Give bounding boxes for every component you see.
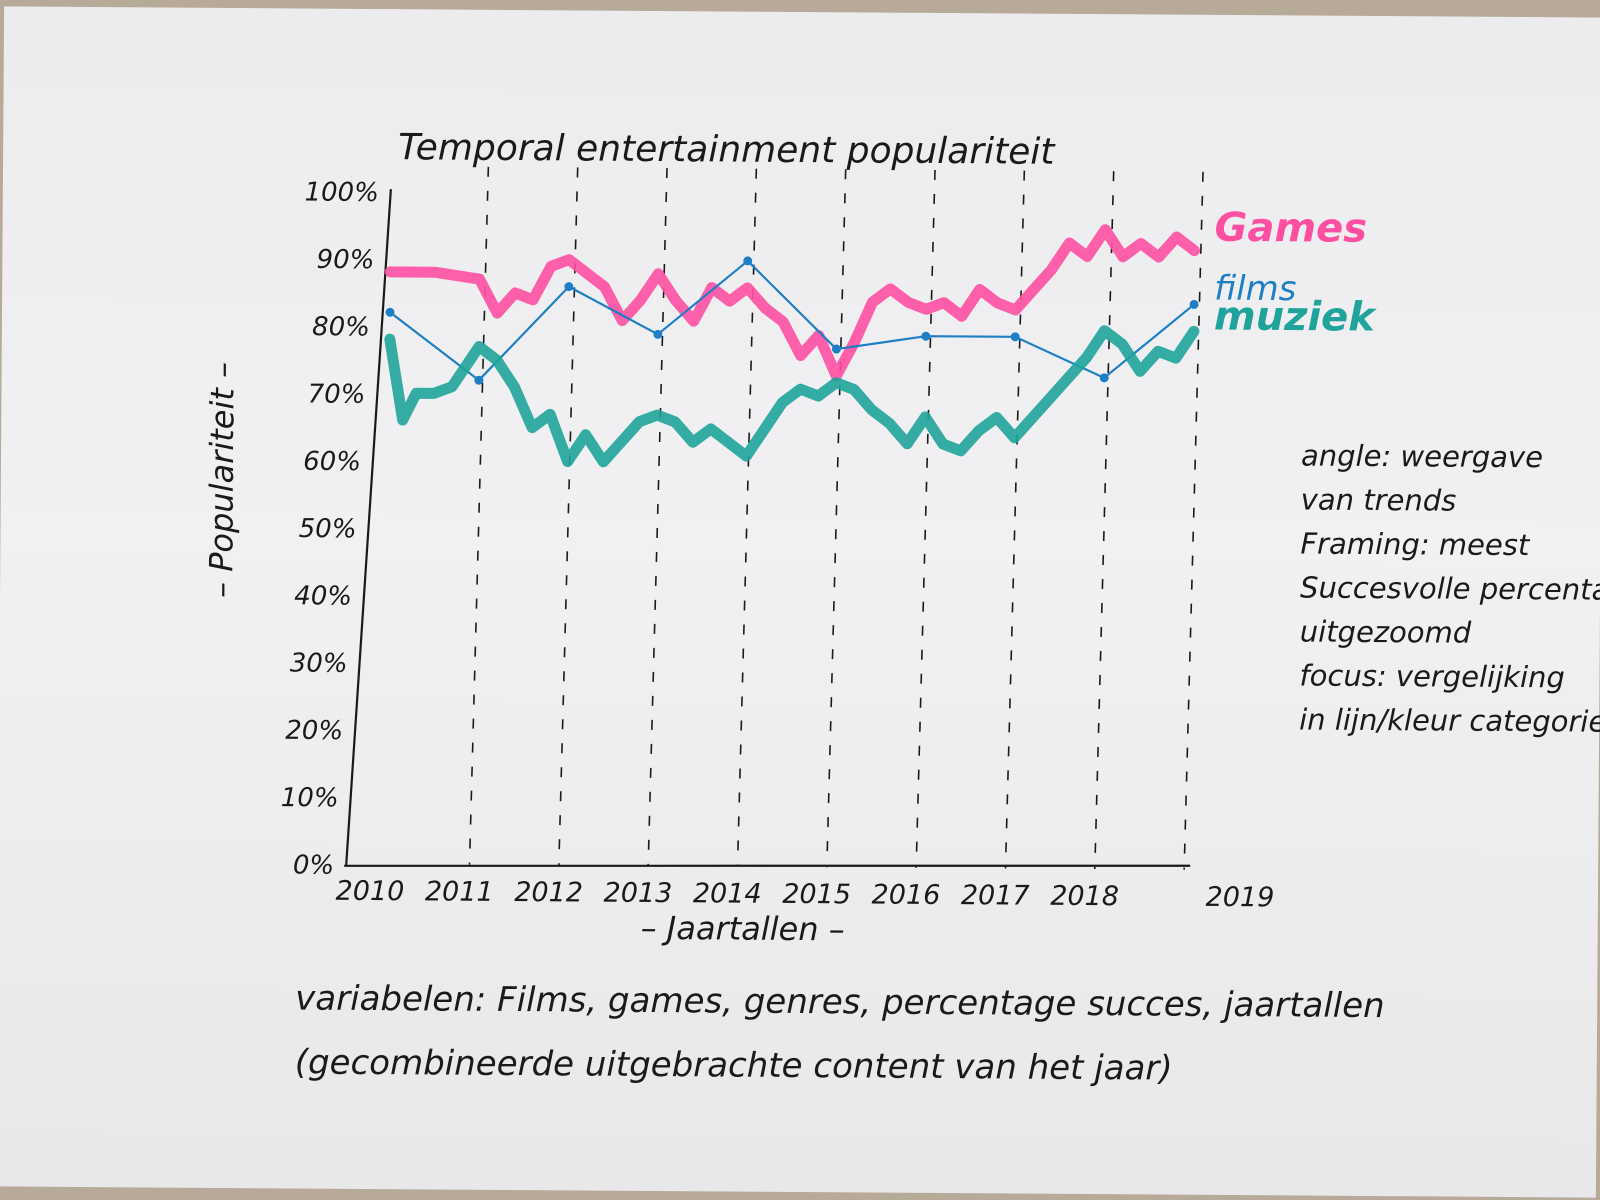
side-note-line: van trends xyxy=(1300,482,1457,518)
y-tick-label: 70% xyxy=(308,379,366,409)
gridline xyxy=(1004,170,1026,869)
x-tick-label: 2010 xyxy=(336,876,405,907)
x-tick-label: 2012 xyxy=(514,877,583,908)
y-tick-labels: 0% 10% 20% 30% 40% 50% 60% 70% 80% 90% 100% xyxy=(281,178,379,881)
gridline xyxy=(826,169,847,868)
x-tick-label: 2016 xyxy=(871,880,940,911)
gridline xyxy=(1183,171,1204,870)
variables-note: variabelen: Films, games, genres, percen… xyxy=(295,978,1385,1027)
series-line-games xyxy=(384,224,1200,382)
side-note-line: in lijn/kleur categorie xyxy=(1299,702,1600,739)
y-tick-label: 100% xyxy=(304,178,379,209)
side-note-line: Succesvolle percentages xyxy=(1299,570,1600,608)
x-tick-label: 2011 xyxy=(425,876,494,907)
gridline xyxy=(915,169,936,868)
x-axis-label: – Jaartallen – xyxy=(641,909,845,948)
series-point-films xyxy=(1189,299,1199,309)
series-point-films xyxy=(831,344,841,354)
x-tick-label: 2015 xyxy=(782,879,851,910)
side-note-line: angle: weergave xyxy=(1300,438,1544,475)
gridline xyxy=(736,168,758,867)
series-point-films xyxy=(653,329,663,339)
series-point-films xyxy=(474,375,484,385)
side-note-line: Framing: meest xyxy=(1300,526,1530,563)
x-tick-label: 2013 xyxy=(603,878,672,909)
y-tick-label: 40% xyxy=(294,581,352,611)
gridline xyxy=(558,167,579,866)
y-tick-label: 90% xyxy=(316,245,374,275)
y-tick-label: 30% xyxy=(290,649,348,679)
y-tick-label: 60% xyxy=(303,447,361,477)
side-note-line: focus: vergelijking xyxy=(1299,658,1565,695)
y-tick-label: 80% xyxy=(312,312,370,342)
x-tick-label: 2018 xyxy=(1050,881,1119,912)
series-point-films xyxy=(921,331,931,341)
content-note: (gecombineerde uitgebrachte content van … xyxy=(294,1042,1173,1089)
x-tick-label: 2017 xyxy=(961,880,1030,911)
x-tick-labels: 2010 2011 2012 2013 2014 2015 2016 2017 2018 2019 xyxy=(336,876,1275,914)
y-tick-label: 20% xyxy=(285,716,343,746)
legend-label-muziek: muziek xyxy=(1214,293,1378,340)
bottom-notes: variabelen: Films, games, genres, percen… xyxy=(294,966,1385,1101)
series-line-muziek xyxy=(384,325,1200,468)
series-line-films xyxy=(388,259,1196,382)
series-point-films xyxy=(564,282,574,292)
series-point-films xyxy=(385,307,395,317)
series-point-films xyxy=(1010,332,1020,342)
line-chart: Temporal entertainment populariteit 0% 10… xyxy=(202,127,1378,948)
legend-label-films: films xyxy=(1214,269,1297,310)
series-lines xyxy=(384,224,1200,468)
chart-title: Temporal entertainment populariteit xyxy=(398,127,1057,173)
y-tick-label: 10% xyxy=(281,783,339,813)
legend-label-games: Games xyxy=(1214,205,1367,252)
y-axis-label: – Populariteit – xyxy=(202,362,242,598)
y-tick-label: 50% xyxy=(299,514,357,544)
x-tick-label: 2019 xyxy=(1205,882,1274,913)
gridline xyxy=(468,166,490,865)
paper-sheet: Temporal entertainment populariteit 0% 10… xyxy=(0,6,1600,1198)
y-axis-line xyxy=(345,189,392,866)
series-point-films xyxy=(743,256,753,266)
gridlines xyxy=(468,166,1204,870)
gridline xyxy=(1094,171,1115,870)
side-notes: angle: weergave van trends Framing: mees… xyxy=(1299,433,1600,743)
y-tick-label: 0% xyxy=(293,850,334,880)
gridline xyxy=(647,168,668,866)
series-point-films xyxy=(1099,373,1109,383)
x-tick-label: 2014 xyxy=(693,878,762,909)
side-note-line: uitgezoomd xyxy=(1299,614,1472,650)
axes xyxy=(344,189,1191,867)
x-axis-line xyxy=(344,864,1191,867)
